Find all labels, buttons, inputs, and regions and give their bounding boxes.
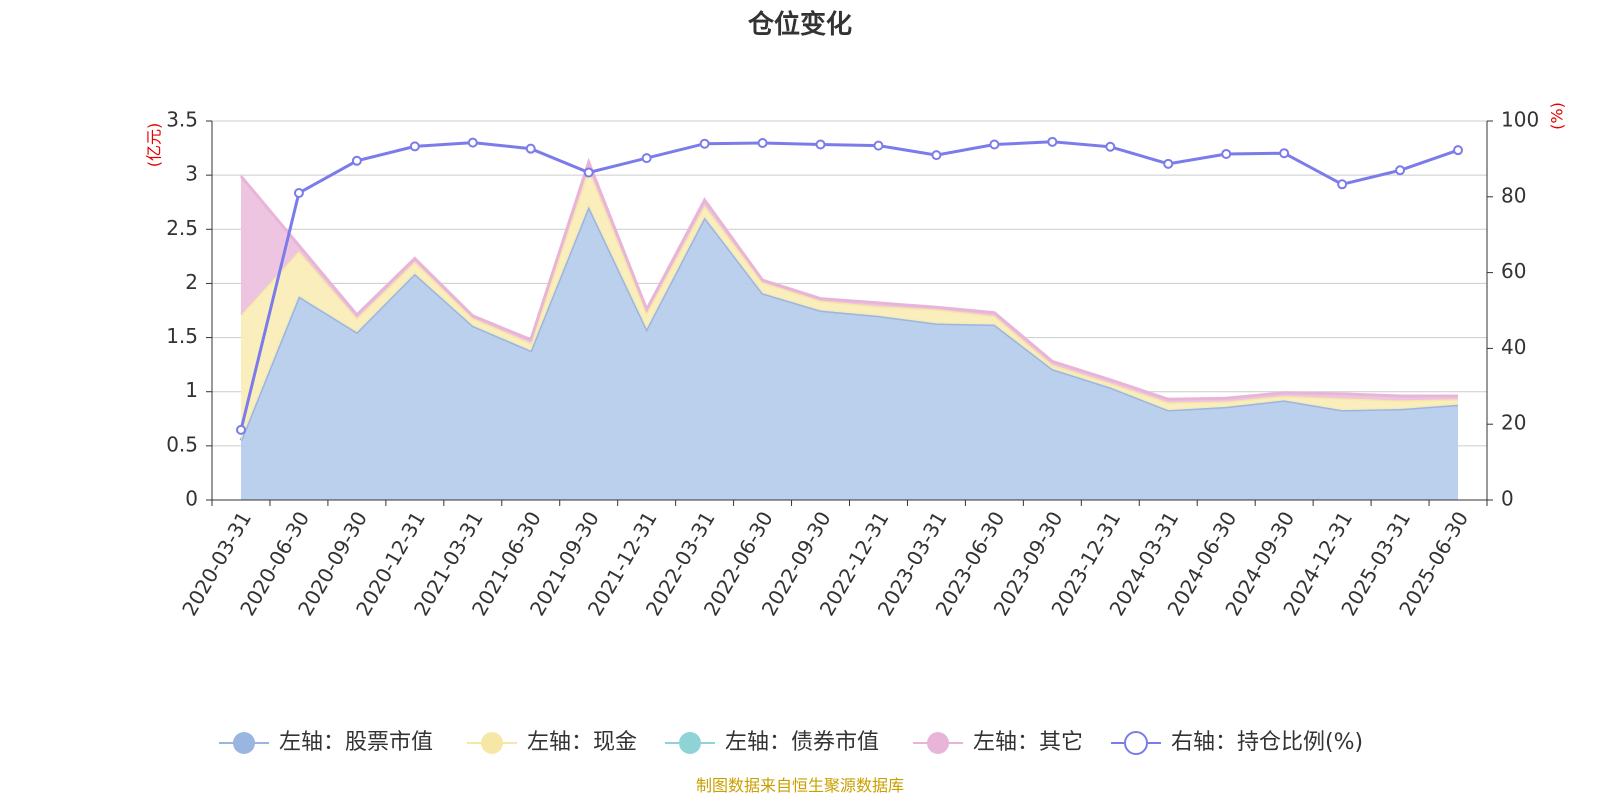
- legend: 左轴：股票市值 左轴：现金 左轴：债券市值 左轴：其它 右轴：持仓比例(%): [219, 730, 1363, 755]
- ratio-point: [931, 150, 942, 161]
- legend-marker: [927, 732, 949, 754]
- ratio-point: [1395, 165, 1406, 176]
- area-series: [239, 157, 1459, 500]
- area-outline: [239, 157, 1458, 401]
- left-tick-label: 1: [185, 378, 198, 402]
- ratio-point: [235, 424, 246, 435]
- legend-item[interactable]: 左轴：现金: [467, 730, 637, 755]
- left-tick-label: 3: [185, 162, 198, 186]
- ratio-point: [293, 188, 304, 199]
- legend-marker: [1124, 731, 1148, 755]
- right-tick-label: 80: [1501, 183, 1526, 207]
- left-tick-label: 1.5: [166, 324, 198, 348]
- legend-marker: [481, 732, 503, 754]
- source-note: 制图数据来自恒生聚源数据库: [696, 776, 904, 795]
- left-tick-label: 2: [185, 270, 198, 294]
- legend-label: 左轴：债券市值: [725, 730, 879, 755]
- ratio-line: [239, 140, 1459, 431]
- legend-label: 右轴：持仓比例(%): [1171, 730, 1363, 755]
- ratio-point: [1221, 148, 1232, 159]
- ratio-point: [1279, 148, 1290, 159]
- legend-label: 左轴：现金: [527, 730, 637, 755]
- ratio-point: [989, 139, 1000, 150]
- left-tick-label: 2.5: [166, 216, 198, 240]
- left-tick-label: 0: [185, 487, 198, 511]
- ratio-point: [1047, 136, 1058, 147]
- left-axis-unit: (亿元): [145, 123, 164, 168]
- right-tick-label: 60: [1501, 259, 1526, 283]
- legend-item[interactable]: 左轴：股票市值: [219, 730, 433, 755]
- ratio-point: [1105, 141, 1116, 152]
- ratio-point: [699, 138, 710, 149]
- chart-title: 仓位变化: [747, 9, 852, 40]
- ratio-point: [525, 143, 536, 154]
- legend-item[interactable]: 左轴：债券市值: [665, 730, 879, 755]
- left-tick-label: 0.5: [166, 432, 198, 456]
- right-axis-unit: (%): [1548, 102, 1567, 130]
- ratio-point: [583, 167, 594, 178]
- right-tick-label: 0: [1501, 487, 1514, 511]
- line-series: [235, 136, 1464, 435]
- ratio-point: [1337, 179, 1348, 190]
- area-fill: [241, 206, 1458, 500]
- ratio-point: [467, 137, 478, 148]
- ratio-point: [1163, 158, 1174, 169]
- right-tick-label: 100: [1501, 108, 1539, 132]
- ratio-point: [815, 139, 826, 150]
- ratio-point: [351, 155, 362, 166]
- ratio-point: [409, 141, 420, 152]
- legend-item[interactable]: 右轴：持仓比例(%): [1111, 730, 1363, 755]
- legend-label: 左轴：股票市值: [279, 730, 433, 755]
- ratio-point: [1453, 145, 1464, 156]
- legend-marker: [679, 732, 701, 754]
- legend-item[interactable]: 左轴：其它: [913, 730, 1083, 755]
- ratio-point: [641, 153, 652, 164]
- legend-marker: [233, 732, 255, 754]
- ratio-point: [873, 140, 884, 151]
- right-tick-label: 20: [1501, 411, 1526, 435]
- right-tick-label: 40: [1501, 335, 1526, 359]
- ratio-point: [757, 137, 768, 148]
- legend-label: 左轴：其它: [973, 730, 1083, 755]
- left-tick-label: 3.5: [166, 108, 198, 132]
